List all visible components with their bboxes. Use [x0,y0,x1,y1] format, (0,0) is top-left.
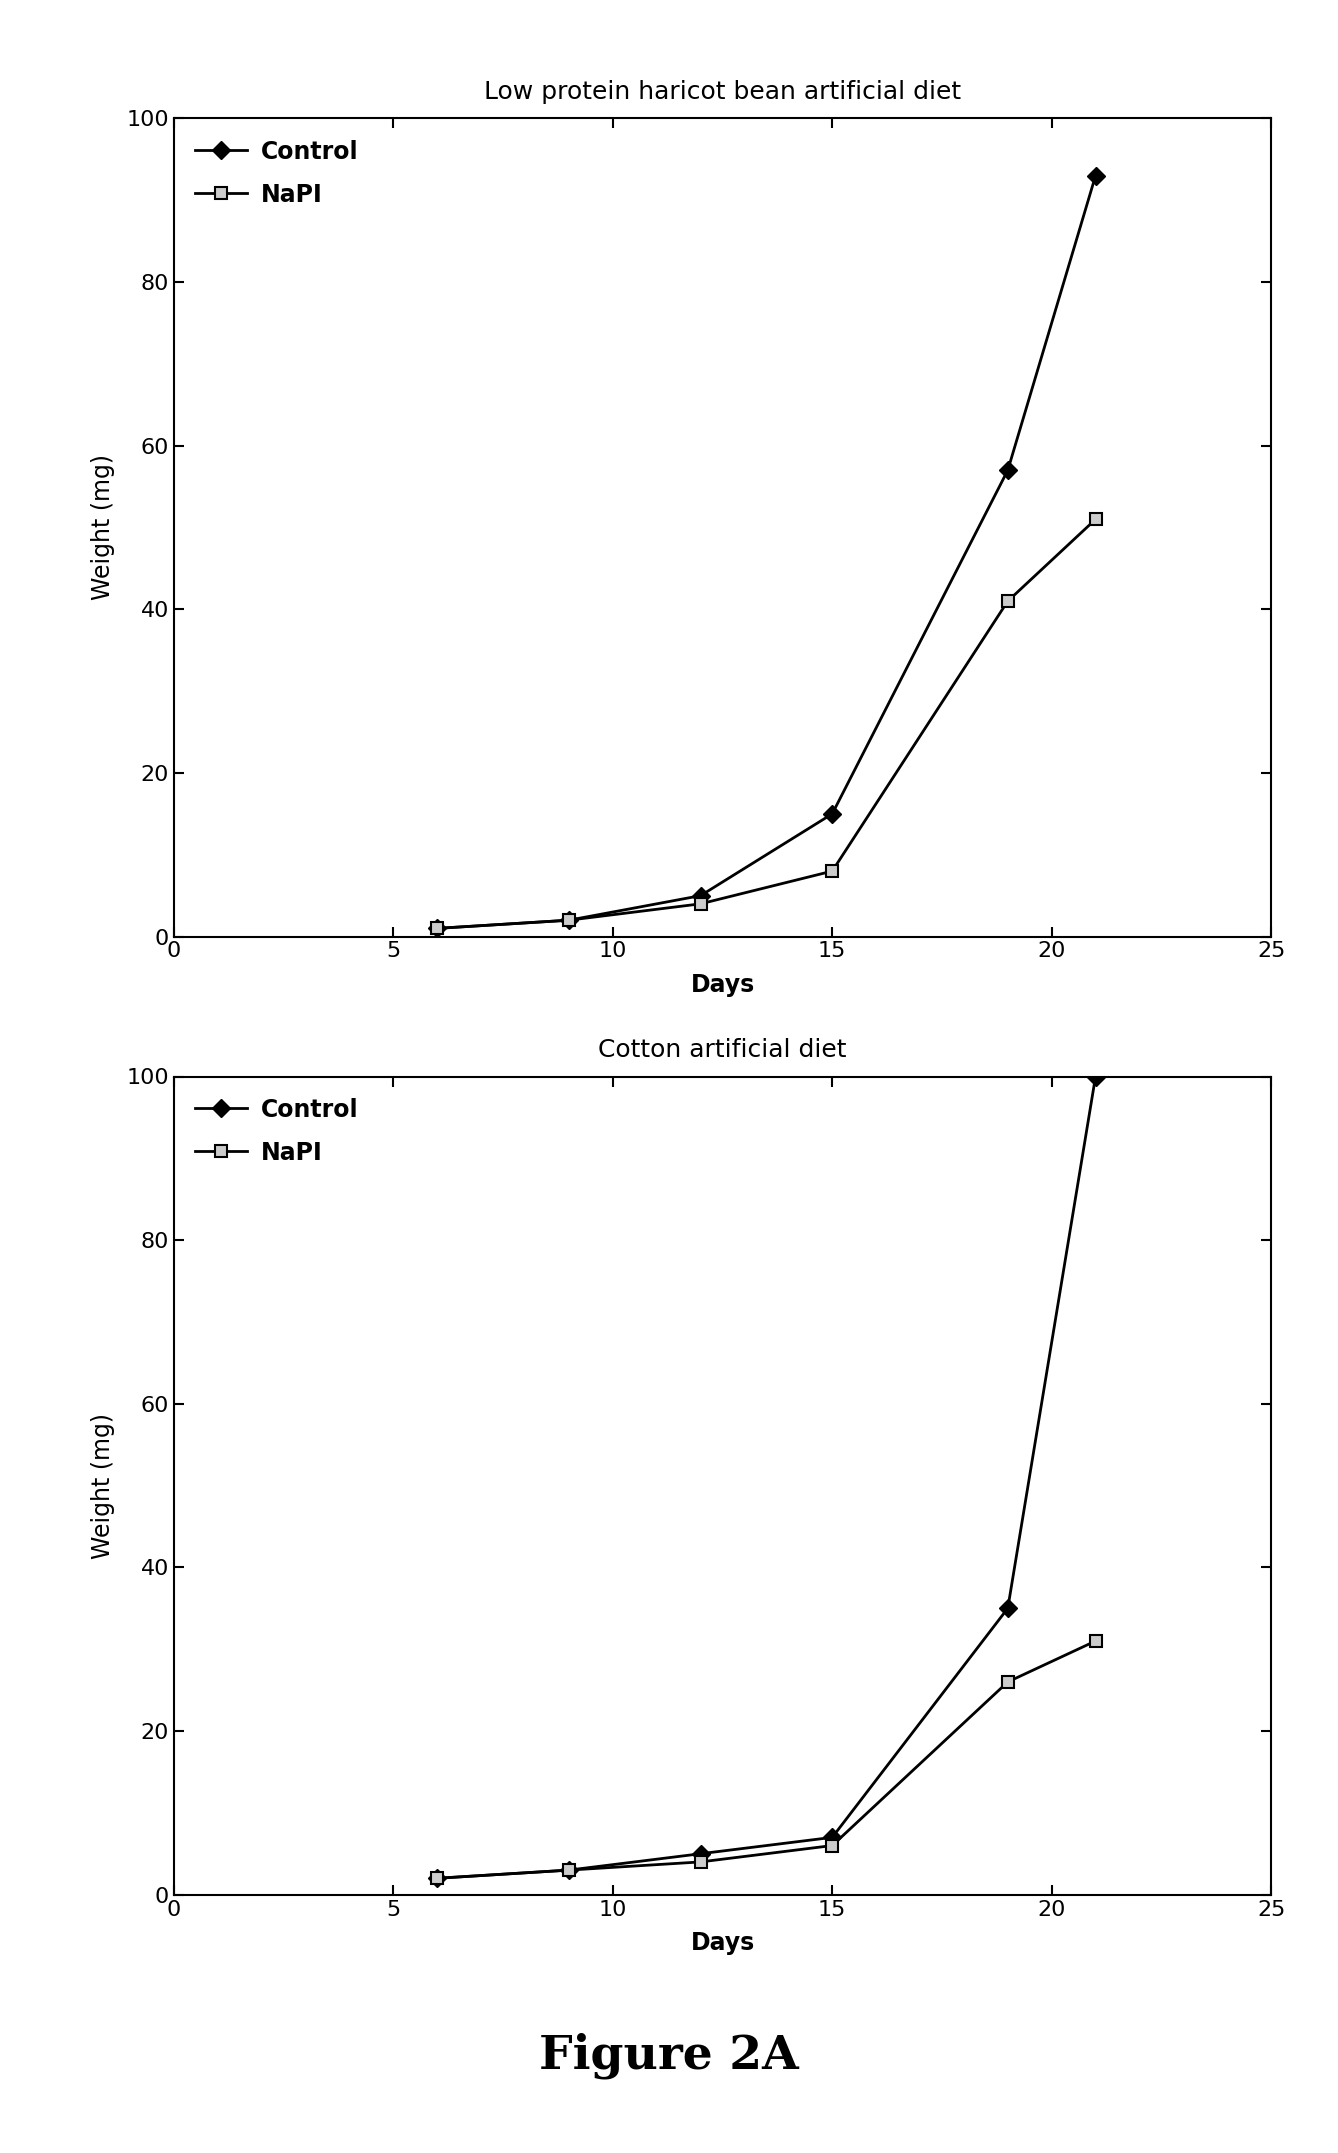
NaPI [999,588,1016,614]
Title: Low protein haricot bean artificial diet: Low protein haricot bean artificial diet [484,80,961,103]
Control [693,883,709,909]
NaPI [999,1669,1016,1694]
Line: Control: Control [431,170,1101,934]
Line: NaPI: NaPI [431,1634,1101,1884]
Control [1088,1064,1104,1089]
Control [824,1824,840,1849]
X-axis label: Days: Days [690,973,755,997]
NaPI [429,1864,446,1890]
NaPI [693,891,709,917]
Control [429,1864,446,1890]
Control [824,801,840,827]
Legend: Control, NaPI: Control, NaPI [186,1087,368,1173]
Y-axis label: Weight (mg): Weight (mg) [91,454,115,601]
X-axis label: Days: Days [690,1931,755,1955]
NaPI [561,1858,577,1884]
Title: Cotton artificial diet: Cotton artificial diet [598,1038,847,1061]
NaPI [1088,1628,1104,1654]
NaPI [824,859,840,885]
NaPI [1088,506,1104,532]
NaPI [693,1849,709,1875]
NaPI [824,1832,840,1858]
Control [561,906,577,932]
Legend: Control, NaPI: Control, NaPI [186,129,368,215]
NaPI [561,906,577,932]
Y-axis label: Weight (mg): Weight (mg) [91,1412,115,1559]
Line: NaPI: NaPI [431,512,1101,934]
Control [561,1858,577,1884]
Control [429,915,446,941]
Control [999,456,1016,482]
Line: Control: Control [431,1070,1101,1884]
Control [1088,164,1104,189]
NaPI [429,915,446,941]
Control [693,1841,709,1867]
Control [999,1595,1016,1621]
Text: Figure 2A: Figure 2A [539,2032,799,2080]
